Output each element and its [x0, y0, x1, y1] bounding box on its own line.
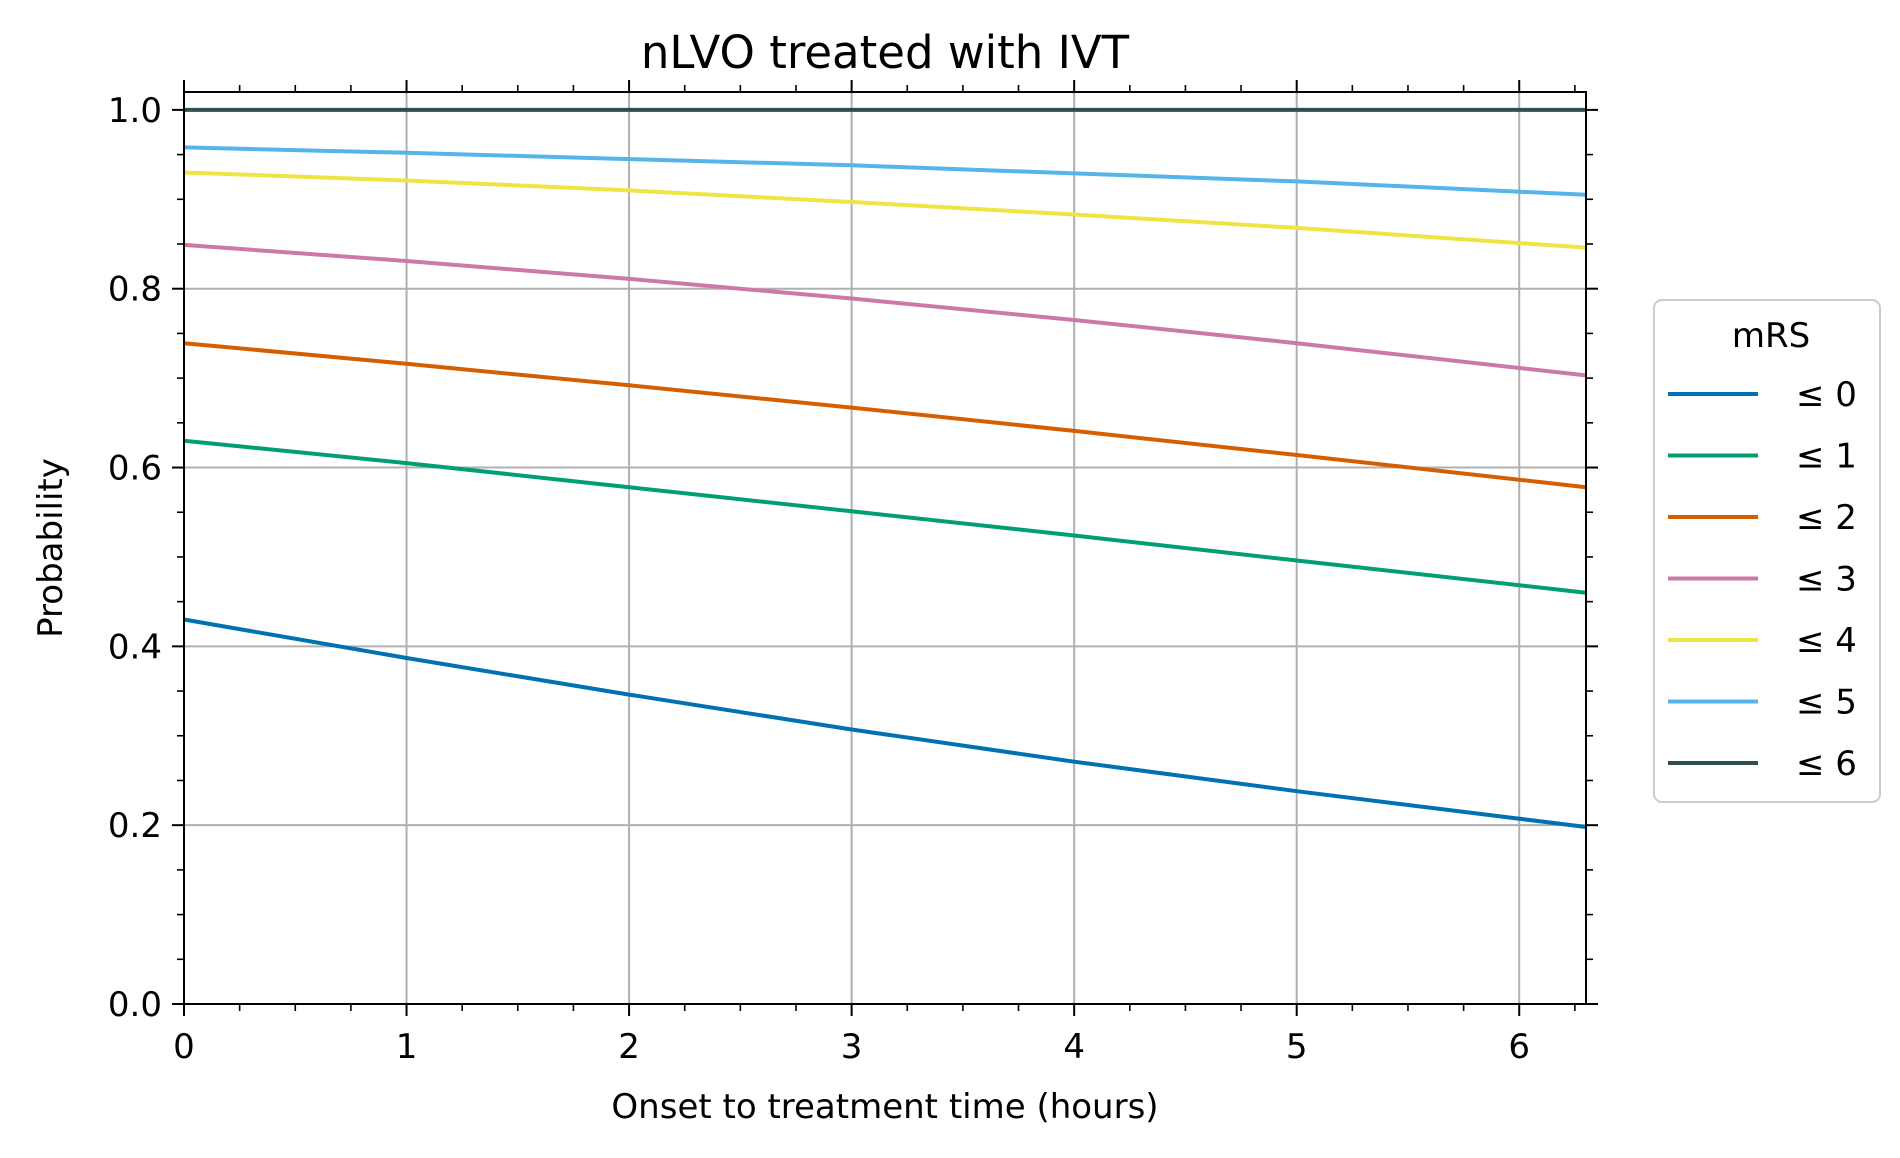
x-tick-label: 1: [396, 1027, 418, 1067]
series-line-mrs-0: [183, 617, 1587, 829]
y-tick-label: 1.0: [108, 91, 162, 131]
x-tick-label: 2: [618, 1027, 640, 1067]
legend-label-1: ≤ 1: [1796, 437, 1857, 477]
y-tick-label: 0.4: [108, 627, 162, 667]
y-axis-label: Probability: [31, 458, 71, 638]
y-tick-label: 0.6: [108, 449, 162, 489]
legend: mRS ≤ 0 ≤ 1 ≤ 2 ≤ 3 ≤ 4 ≤ 5 ≤ 6: [1653, 299, 1881, 803]
series-lines: [183, 107, 1587, 829]
x-axis-label: Onset to treatment time (hours): [611, 1087, 1158, 1127]
x-tick-label: 4: [1063, 1027, 1085, 1067]
legend-items: ≤ 0 ≤ 1 ≤ 2 ≤ 3 ≤ 4 ≤ 5 ≤ 6: [1668, 375, 1857, 784]
legend-label-2: ≤ 2: [1796, 498, 1857, 538]
legend-label-6: ≤ 6: [1796, 744, 1857, 784]
chart-title: nLVO treated with IVT: [641, 26, 1130, 79]
axis-ticks: 0 1 2 3 4 5 6 0.0 0.2 0.4 0.6 0.8 1.0: [108, 80, 1598, 1067]
legend-label-4: ≤ 4: [1796, 621, 1857, 661]
x-tick-label: 6: [1508, 1027, 1530, 1067]
legend-label-3: ≤ 3: [1796, 560, 1857, 600]
legend-label-5: ≤ 5: [1796, 683, 1857, 723]
series-line-mrs-4: [183, 170, 1587, 250]
series-line-mrs-1: [183, 438, 1587, 595]
plot-area-frame: [183, 91, 1587, 1005]
x-tick-label: 3: [841, 1027, 863, 1067]
x-tick-label: 0: [173, 1027, 195, 1067]
x-tick-label: 5: [1286, 1027, 1308, 1067]
y-tick-label: 0.8: [108, 270, 162, 310]
y-tick-label: 0.2: [108, 806, 162, 846]
series-line-mrs-5: [183, 145, 1587, 197]
legend-box: [1653, 299, 1881, 803]
legend-title: mRS: [1732, 316, 1810, 356]
legend-label-0: ≤ 0: [1796, 375, 1857, 415]
y-tick-label: 0.0: [108, 985, 162, 1025]
series-line-mrs-3: [183, 242, 1587, 378]
series-line-mrs-2: [183, 341, 1587, 490]
